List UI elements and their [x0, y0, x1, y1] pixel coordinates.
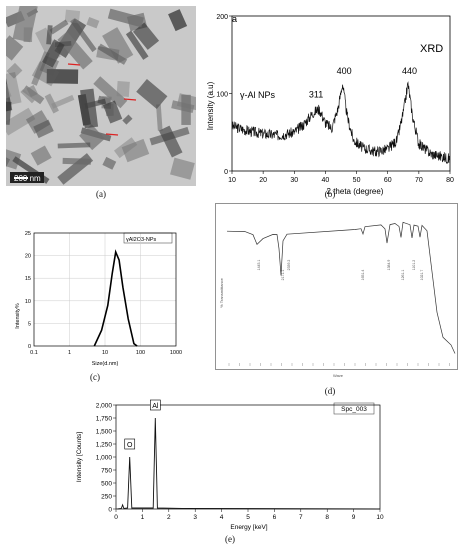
eds-x-tick-label: 9: [352, 514, 356, 521]
eds-peak-label: O: [127, 442, 133, 449]
xrd-x-tick-label: 70: [415, 177, 423, 184]
xrd-peak-label: 400: [337, 66, 352, 76]
dls-x-tick-label: 100: [136, 350, 145, 356]
xrd-x-tick-label: 20: [259, 177, 267, 184]
xrd-x-tick-label: 40: [322, 177, 330, 184]
eds-peak-label-box: [124, 438, 136, 450]
caption-a: (a): [96, 189, 106, 199]
ftir-peak-label: 2339.2: [287, 260, 291, 271]
tem-panel: 200 nm: [0, 2, 221, 186]
eds-ylabel: Intensity [Counts]: [76, 432, 83, 482]
tem-scale-label: 200 nm: [14, 174, 41, 183]
eds-x-tick-label: 5: [246, 514, 250, 521]
dls-y-tick-label: 20: [25, 254, 31, 260]
eds-y-tick-label: 1,250: [96, 442, 113, 449]
eds-y-tick-label: 250: [101, 494, 112, 501]
dls-panel: γAl2O3-NPs Size(d.nm) Intensity% 0 5 10 15 2…: [12, 228, 182, 368]
dls-plot-area: [33, 232, 177, 347]
eds-peak-label: Al: [152, 403, 159, 410]
dls-legend-label: γAl2O3-NPs: [126, 237, 157, 243]
xrd-x-tick-label: 30: [290, 177, 298, 184]
xrd-x-tick-label: 60: [384, 177, 392, 184]
eds-x-tick-label: 2: [167, 514, 171, 521]
ftir-xlabel: Wave: [333, 373, 344, 378]
dls-x-tick-label: 10: [102, 350, 108, 356]
eds-peak-label-box: [150, 399, 161, 411]
eds-x-tick-label: 7: [299, 514, 303, 521]
dls-chart: γAl2O3-NPs Size(d.nm) Intensity% 0 5 10 15 2…: [15, 231, 182, 367]
eds-y-tick-label: 750: [101, 468, 112, 475]
caption-c: (c): [90, 372, 100, 382]
dls-xlabel: Size(d.nm): [92, 361, 119, 367]
eds-y-tick-label: 0: [108, 507, 112, 514]
xrd-title: XRD: [420, 43, 443, 55]
eds-x-tick-label: 10: [376, 514, 384, 521]
xrd-x-tick-label: 80: [446, 177, 454, 184]
ftir-peak-label: 1651.4: [361, 270, 365, 281]
eds-x-tick-label: 4: [220, 514, 224, 521]
xrd-y-tick-label: 100: [216, 92, 228, 99]
eds-x-tick-label: 3: [193, 514, 197, 521]
ftir-peak-label: 1101.2: [412, 260, 416, 270]
xrd-x-tick-label: 10: [228, 177, 236, 184]
dls-y-tick-label: 15: [25, 276, 31, 282]
eds-y-tick-label: 500: [101, 481, 112, 488]
eds-panel: Spc_003 Energy [keV] Intensity [Counts] …: [72, 397, 392, 532]
eds-x-tick-label: 1: [141, 514, 145, 521]
xrd-ylabel: Intensity (a.u): [206, 81, 215, 130]
eds-chart: Spc_003 Energy [keV] Intensity [Counts] …: [76, 399, 384, 531]
eds-legend-label: Spc_003: [341, 406, 367, 413]
eds-xlabel: Energy [keV]: [230, 524, 267, 531]
dls-x-tick-label: 1: [68, 350, 71, 356]
eds-x-tick-label: 6: [273, 514, 277, 521]
dls-y-tick-label: 10: [25, 299, 31, 305]
eds-y-tick-label: 1,500: [96, 429, 113, 436]
xrd-series-label: γ-Al NPs: [240, 90, 276, 100]
dls-y-tick-label: 25: [25, 231, 31, 237]
ftir-spectrum-line: [226, 221, 456, 354]
ftir-peak-label: 1261.1: [401, 270, 405, 281]
eds-y-tick-label: 1,750: [96, 416, 113, 423]
dls-x-tick-label: 0.1: [30, 350, 38, 356]
xrd-series-line: [231, 81, 451, 164]
xrd-y-tick-label: 0: [224, 169, 228, 176]
ftir-peak-label: 2171.1: [281, 270, 285, 281]
eds-x-tick-label: 8: [325, 514, 329, 521]
ftir-ylabel: % Transmittance: [219, 277, 224, 308]
dls-series-line: [93, 249, 138, 347]
eds-spectrum-line: [117, 417, 381, 510]
xrd-xlabel: 2 theta (degree): [327, 187, 384, 196]
ftir-peak-label: 1445.1: [257, 260, 261, 271]
xrd-panel: a XRD γ-Al NPs 2 theta (degree) Intensit…: [200, 6, 458, 201]
xrd-chart: a XRD γ-Al NPs 2 theta (degree) Intensit…: [206, 14, 454, 196]
eds-x-tick-label: 0: [114, 514, 118, 521]
caption-b: (b): [324, 189, 336, 199]
ftir-peak-label: 1021.7: [420, 270, 424, 281]
dls-y-tick-label: 0: [28, 344, 31, 350]
tem-image: 200 nm: [0, 2, 221, 186]
caption-d: (d): [324, 386, 336, 396]
xrd-peak-label: 311: [309, 89, 323, 99]
dls-ylabel: Intensity%: [15, 303, 21, 328]
eds-legend: [333, 402, 375, 415]
xrd-panel-letter: a: [232, 14, 237, 24]
dls-x-tick-label: 1000: [170, 350, 182, 356]
eds-y-tick-label: 2,000: [96, 403, 113, 410]
caption-e: (e): [225, 534, 235, 544]
eds-y-tick-label: 1,000: [96, 455, 113, 462]
xrd-x-tick-label: 50: [353, 177, 361, 184]
ftir-peak-label: 1384.9: [387, 260, 391, 271]
ftir-panel: Wave % Transmittance 1445.1 2171.1 2339.2 1…: [215, 203, 458, 383]
xrd-y-tick-label: 200: [216, 14, 228, 21]
xrd-peak-label: 440: [402, 66, 417, 76]
dls-y-tick-label: 5: [28, 321, 31, 327]
